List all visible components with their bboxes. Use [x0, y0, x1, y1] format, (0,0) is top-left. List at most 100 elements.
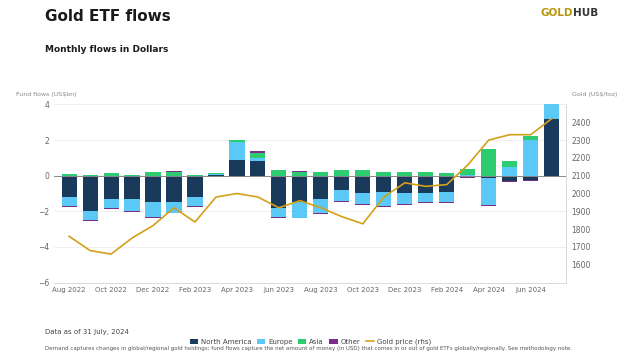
Bar [355, 193, 371, 204]
Bar [334, 201, 349, 202]
Text: Monthly flows in Dollars: Monthly flows in Dollars [45, 45, 168, 54]
Text: GOLD: GOLD [541, 8, 573, 18]
Bar [166, 202, 182, 213]
Bar [188, 197, 202, 206]
Bar [292, 171, 307, 172]
Bar [523, 180, 538, 181]
Bar [397, 176, 412, 193]
Bar [481, 205, 496, 206]
Bar [355, 204, 371, 205]
Bar [460, 176, 476, 177]
Bar [145, 202, 161, 217]
Bar [145, 172, 161, 176]
Bar [419, 172, 433, 176]
Text: Demand captures changes in global/regional gold holdings; fund flows capture the: Demand captures changes in global/region… [45, 346, 572, 351]
Bar [61, 206, 77, 207]
Bar [250, 153, 266, 158]
Bar [419, 202, 433, 203]
Bar [188, 175, 202, 176]
Bar [104, 176, 118, 199]
Bar [355, 170, 371, 176]
Bar [83, 220, 98, 221]
Bar [271, 170, 287, 176]
Text: Gold (US$/toz): Gold (US$/toz) [572, 92, 617, 97]
Bar [502, 167, 517, 176]
Bar [502, 181, 517, 182]
Bar [166, 171, 182, 172]
Bar [481, 176, 496, 178]
Bar [83, 176, 98, 211]
Bar [544, 119, 559, 176]
Bar [188, 176, 202, 197]
Bar [481, 149, 496, 176]
Bar [334, 170, 349, 176]
Bar [292, 202, 307, 219]
Bar [209, 173, 223, 174]
Bar [61, 176, 77, 197]
Bar [460, 170, 476, 175]
Bar [314, 213, 328, 214]
Bar [271, 176, 287, 208]
Bar [250, 151, 266, 153]
Bar [523, 176, 538, 180]
Bar [250, 161, 266, 176]
Bar [104, 173, 118, 176]
Bar [188, 206, 202, 207]
Bar [104, 208, 118, 209]
Text: Fund flows (US$bn): Fund flows (US$bn) [16, 92, 77, 97]
Bar [460, 175, 476, 176]
Bar [376, 192, 392, 206]
Bar [104, 199, 118, 208]
Bar [125, 199, 140, 211]
Bar [376, 172, 392, 176]
Bar [314, 172, 328, 176]
Bar [460, 177, 476, 178]
Bar [229, 142, 244, 159]
Bar [125, 175, 140, 176]
Bar [397, 204, 412, 205]
Bar [125, 176, 140, 199]
Bar [334, 190, 349, 201]
Legend: North America, Europe, Asia, Other, Gold price (rhs): North America, Europe, Asia, Other, Gold… [187, 336, 434, 348]
Bar [502, 176, 517, 181]
Bar [209, 174, 223, 175]
Bar [523, 136, 538, 140]
Bar [419, 176, 433, 193]
Bar [376, 176, 392, 192]
Bar [250, 158, 266, 161]
Bar [61, 174, 77, 176]
Bar [271, 208, 287, 217]
Bar [166, 172, 182, 176]
Bar [334, 176, 349, 190]
Text: Gold ETF flows: Gold ETF flows [45, 9, 170, 24]
Bar [83, 175, 98, 176]
Bar [209, 175, 223, 176]
Text: HUB: HUB [573, 8, 598, 18]
Bar [439, 192, 454, 202]
Bar [314, 199, 328, 213]
Bar [419, 193, 433, 202]
Bar [376, 206, 392, 207]
Bar [523, 140, 538, 176]
Bar [397, 172, 412, 176]
Bar [355, 176, 371, 193]
Bar [61, 197, 77, 206]
Bar [83, 211, 98, 220]
Bar [502, 161, 517, 167]
Bar [481, 178, 496, 205]
Bar [125, 211, 140, 212]
Bar [544, 84, 559, 88]
Bar [166, 176, 182, 202]
Bar [292, 176, 307, 202]
Bar [271, 217, 287, 219]
Bar [292, 172, 307, 176]
Bar [229, 140, 244, 142]
Bar [439, 202, 454, 203]
Bar [397, 193, 412, 204]
Bar [544, 88, 559, 119]
Text: Data as of 31 July, 2024: Data as of 31 July, 2024 [45, 329, 129, 336]
Bar [439, 176, 454, 192]
Bar [314, 176, 328, 199]
Bar [439, 173, 454, 176]
Bar [145, 176, 161, 202]
